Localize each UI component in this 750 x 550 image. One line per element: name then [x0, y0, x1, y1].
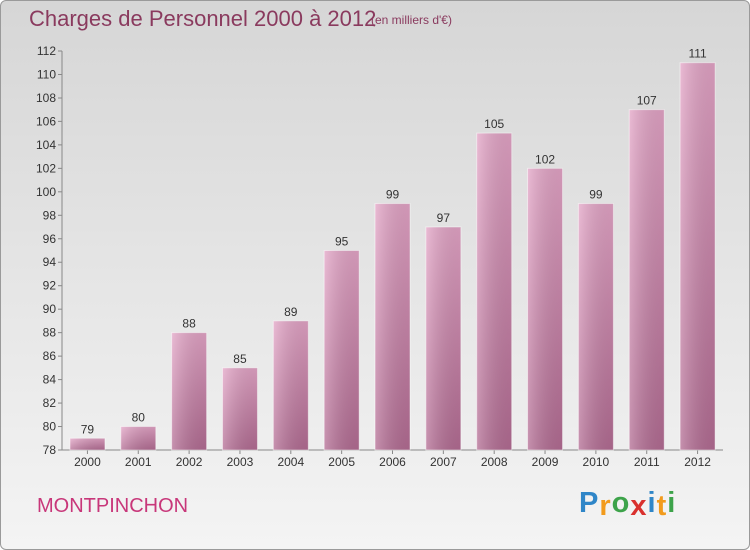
y-tick-label: 108	[36, 91, 56, 105]
bar-value-label: 95	[335, 235, 349, 249]
y-tick-label: 110	[37, 67, 56, 81]
bar-value-label: 107	[637, 94, 657, 108]
x-tick-label: 2005	[328, 455, 355, 469]
x-tick-label: 2012	[684, 455, 711, 469]
x-tick-label: 2011	[634, 455, 660, 469]
chart-title: Charges de Personnel 2000 à 2012	[29, 6, 377, 31]
y-tick-label: 86	[43, 349, 57, 363]
bar-shade	[324, 250, 360, 450]
bar-value-label: 79	[81, 422, 95, 436]
x-tick-label: 2001	[125, 455, 152, 469]
y-tick-label: 102	[36, 161, 56, 175]
y-tick-label: 96	[43, 232, 57, 246]
y-tick-label: 84	[43, 373, 57, 387]
x-tick-label: 2010	[583, 455, 610, 469]
bar-value-label: 105	[484, 117, 504, 131]
y-tick-label: 94	[43, 255, 57, 269]
y-tick-label: 88	[43, 326, 57, 340]
x-tick-label: 2009	[532, 455, 559, 469]
bar-shade	[629, 109, 665, 451]
logo-letter: r	[599, 490, 612, 522]
x-tick-label: 2006	[379, 455, 406, 469]
location-name: MONTPINCHON	[37, 495, 189, 517]
y-tick-label: 112	[37, 44, 56, 58]
bar-shade	[222, 367, 258, 450]
bar-shade	[171, 332, 207, 450]
x-tick-label: 2008	[481, 455, 508, 469]
bar-shade	[69, 438, 105, 450]
bar-shade	[578, 203, 614, 450]
y-tick-label: 104	[36, 138, 56, 152]
bar-value-label: 89	[284, 305, 298, 319]
bar-value-label: 111	[688, 47, 707, 61]
logo-letter: o	[611, 487, 631, 519]
x-tick-label: 2007	[430, 455, 457, 469]
bar-shade	[680, 62, 716, 451]
bar-shade	[527, 168, 563, 450]
proxiti-logo: Proxiti	[579, 487, 677, 522]
chart-subtitle: (en milliers d'€)	[371, 13, 452, 27]
logo-letter: t	[656, 490, 668, 522]
y-tick-label: 78	[43, 443, 57, 457]
y-tick-label: 100	[36, 185, 56, 199]
logo-letter: i	[647, 487, 657, 519]
bar-shade	[425, 227, 461, 450]
y-tick-label: 80	[43, 420, 57, 434]
bar-value-label: 99	[589, 188, 603, 202]
y-tick-label: 98	[43, 208, 57, 222]
y-tick-label: 106	[36, 114, 56, 128]
y-tick-label: 92	[43, 279, 57, 293]
bar-value-label: 88	[182, 317, 196, 331]
bar-shade	[476, 133, 512, 450]
x-tick-label: 2002	[176, 455, 203, 469]
x-tick-label: 2004	[277, 455, 304, 469]
bar-value-label: 102	[535, 152, 555, 166]
logo-letter: x	[630, 490, 648, 522]
x-tick-label: 2003	[227, 455, 254, 469]
bar-value-label: 99	[386, 188, 400, 202]
bar-value-label: 97	[437, 211, 451, 225]
bar-shade	[375, 203, 410, 450]
x-tick-label: 2000	[74, 455, 101, 469]
bar-value-label: 85	[233, 352, 247, 366]
bar-shade	[273, 320, 309, 450]
logo-letter: i	[667, 487, 677, 519]
y-tick-label: 82	[43, 396, 57, 410]
bar-shade	[120, 426, 156, 450]
y-tick-label: 90	[43, 302, 57, 316]
bar-value-label: 80	[132, 411, 146, 425]
logo-letter: P	[579, 487, 600, 519]
